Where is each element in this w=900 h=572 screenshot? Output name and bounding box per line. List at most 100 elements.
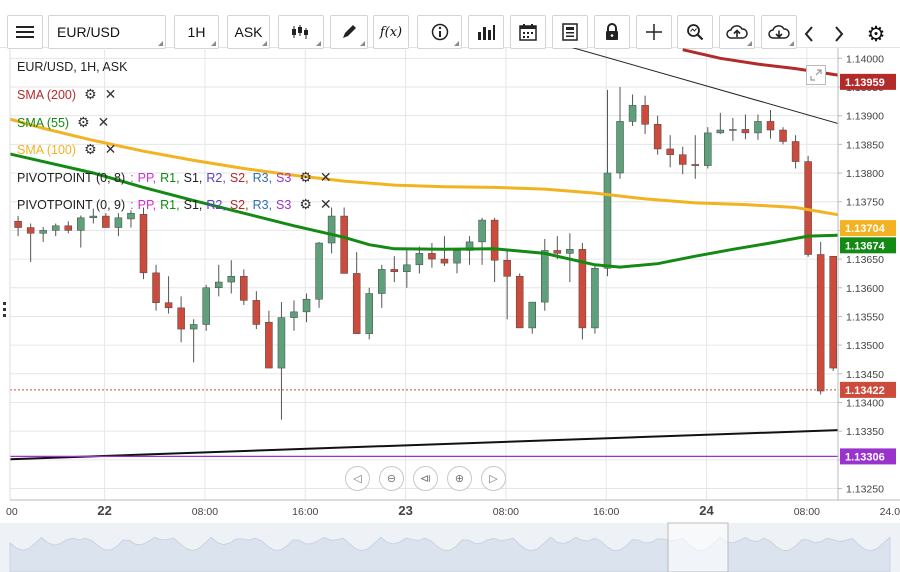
price-type-selector[interactable]: ASK	[227, 15, 270, 49]
candle-body	[729, 129, 737, 131]
candle	[39, 226, 47, 242]
settings-button[interactable]: ⚙	[864, 22, 888, 46]
x-tick-label: 00	[6, 506, 18, 518]
calendar-button[interactable]	[510, 15, 546, 49]
candle	[164, 276, 173, 314]
candle-body	[616, 121, 624, 174]
interval-selector[interactable]: 1H	[174, 15, 219, 49]
candle-body	[678, 154, 687, 165]
candle-body	[515, 276, 524, 329]
candle	[691, 135, 700, 179]
candle-body	[365, 293, 373, 334]
candle-body	[591, 268, 599, 329]
cloud-upload-icon	[726, 25, 748, 39]
volume-button[interactable]	[468, 15, 504, 49]
candle-body	[553, 250, 562, 254]
gear-icon[interactable]: ⚙	[84, 141, 97, 157]
candle	[265, 310, 273, 369]
scroll-forward-button[interactable]: ▷	[481, 466, 506, 491]
candle-body	[415, 253, 424, 266]
scroll-left-button[interactable]	[800, 24, 818, 44]
fullscreen-button[interactable]	[806, 65, 826, 85]
symbol-selector[interactable]: EUR/USD	[48, 15, 166, 49]
chevron-left-icon	[804, 26, 813, 42]
close-icon[interactable]: ✕	[104, 141, 117, 157]
gear-icon[interactable]: ⚙	[299, 169, 312, 185]
info-button[interactable]	[417, 15, 462, 49]
lock-button[interactable]	[594, 15, 630, 49]
x-tick-label: 16:00	[593, 506, 619, 518]
candle-body	[51, 225, 60, 231]
zoom-out-button[interactable]: ⊖	[379, 466, 404, 491]
crosshair-button[interactable]	[636, 15, 672, 49]
candle-body	[265, 321, 273, 369]
candle	[478, 217, 486, 265]
trend-line-lower	[10, 429, 838, 461]
legend-sma100: SMA (100) ⚙ ✕	[17, 141, 116, 158]
candle-body	[666, 148, 674, 155]
handle-dot	[3, 302, 6, 305]
candle	[26, 223, 35, 262]
zoom-button[interactable]	[677, 15, 713, 49]
y-tick-label: 1.13350	[846, 426, 884, 438]
close-icon[interactable]: ✕	[319, 196, 332, 212]
candle	[127, 210, 135, 228]
candle-body	[114, 217, 123, 228]
news-button[interactable]	[552, 15, 588, 49]
info-icon	[431, 23, 448, 41]
candle-body	[716, 129, 725, 134]
gear-icon[interactable]: ⚙	[84, 86, 97, 102]
sma55-line	[10, 152, 838, 269]
close-icon[interactable]: ✕	[319, 169, 332, 185]
left-drag-handle[interactable]	[3, 302, 6, 317]
candle-body	[816, 254, 825, 392]
close-icon[interactable]: ✕	[97, 114, 110, 130]
price-label-text: 1.13704	[845, 223, 886, 235]
candle-body	[202, 287, 210, 325]
y-tick-label: 1.13650	[846, 254, 884, 266]
candle-body	[440, 258, 449, 264]
news-icon	[562, 23, 578, 41]
gear-icon[interactable]: ⚙	[77, 114, 90, 130]
candle	[729, 117, 737, 141]
pencil-icon	[343, 25, 356, 38]
pivot2-r2: R2,	[206, 197, 226, 212]
scroll-back-button[interactable]: ◁	[345, 466, 370, 491]
scroll-right-button[interactable]	[830, 24, 848, 44]
save-button[interactable]	[719, 15, 755, 49]
candle-body	[403, 264, 411, 272]
legend-pivot1-label: PIVOTPOINT (0, 8)	[17, 170, 126, 185]
candle	[641, 95, 649, 135]
triangle-left-icon: ◁	[353, 473, 362, 485]
candle	[628, 94, 637, 127]
candle-body	[478, 219, 486, 243]
reset-view-button[interactable]: ⧏	[413, 466, 438, 491]
price-chart[interactable]: 1.140001.139501.139001.138501.138001.137…	[0, 48, 900, 572]
candle-body	[829, 255, 837, 369]
candle-body	[26, 227, 35, 234]
lock-icon	[606, 23, 618, 40]
pivot1-s3: S3	[276, 170, 292, 185]
price-label-box	[840, 73, 896, 90]
menu-button[interactable]	[7, 15, 43, 49]
legend-sma55: SMA (55) ⚙ ✕	[17, 114, 109, 131]
load-button[interactable]	[761, 15, 797, 49]
close-icon[interactable]: ✕	[104, 86, 117, 102]
navigator-window	[667, 522, 729, 572]
indicators-button[interactable]: f(x)	[373, 15, 409, 49]
gear-icon[interactable]: ⚙	[299, 196, 312, 212]
price-label-box	[840, 237, 896, 254]
crosshair-icon	[646, 24, 662, 40]
candle	[177, 296, 185, 343]
candle-body	[327, 215, 336, 244]
draw-button[interactable]	[330, 15, 368, 49]
candle-body	[102, 215, 110, 228]
price-label: 1.13704	[840, 220, 896, 237]
chart-type-button[interactable]	[278, 15, 324, 49]
candle-body	[528, 301, 536, 329]
interval-label: 1H	[187, 24, 206, 40]
pivot1-r1: R1,	[160, 170, 180, 185]
candle	[716, 112, 725, 135]
zoom-in-button[interactable]: ⊕	[447, 466, 472, 491]
candle	[804, 155, 812, 257]
